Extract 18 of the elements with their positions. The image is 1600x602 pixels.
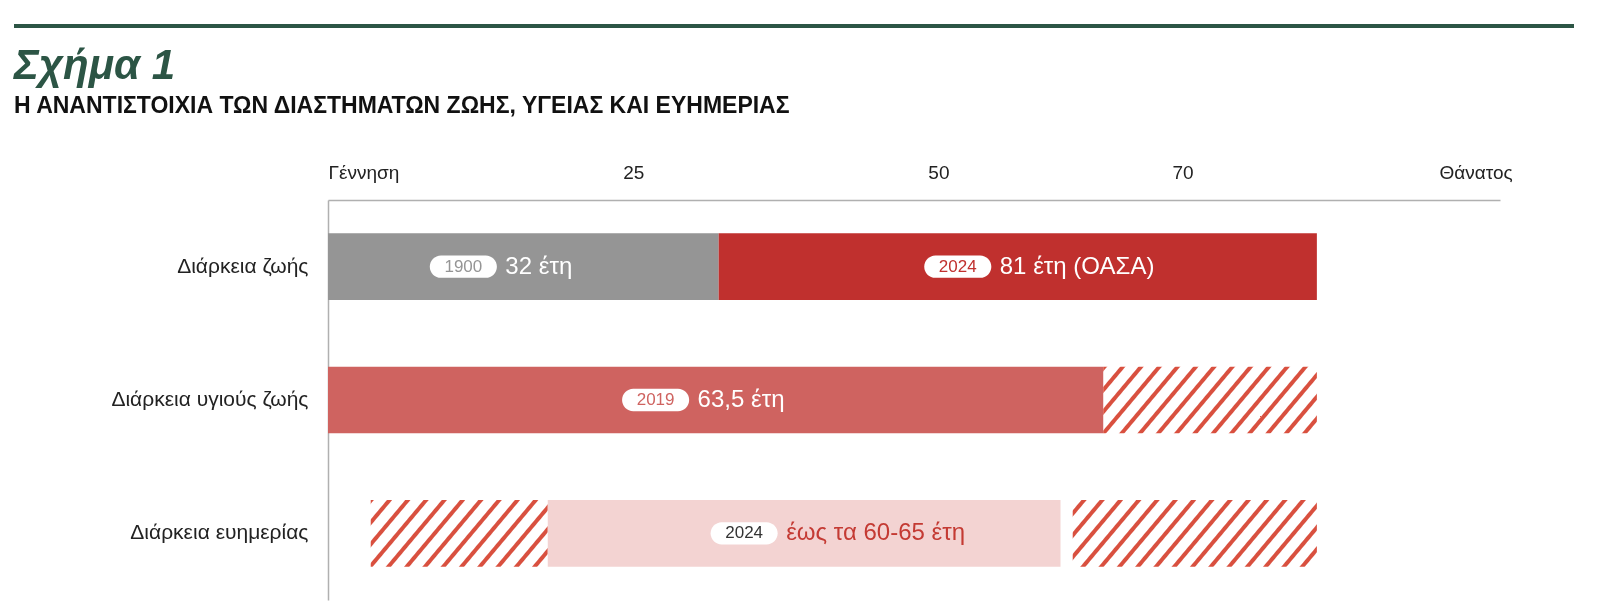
chart-subtitle: Η ΑΝΑΝΤΙΣΤΟΙΧΙΑ ΤΩΝ ΔΙΑΣΤΗΜΑΤΩΝ ΖΩΗΣ, ΥΓΕΙΑΣ ΚΑΙ ΕΥΗΜΕΡΙΑΣ — [14, 92, 791, 119]
x-tick-label: Θάνατος — [1439, 161, 1513, 183]
y-tick-label: Διάρκεια ευημερίας — [130, 520, 309, 544]
x-tick-label: 70 — [1172, 161, 1194, 183]
data-label: 63,5 έτη — [697, 385, 785, 412]
y-tick-label: Διάρκεια ζωής — [177, 253, 309, 277]
data-label: 81 έτη (ΟΑΣΑ) — [999, 251, 1155, 279]
chart-title: Σχήμα 1 — [14, 41, 177, 88]
x-tick-label: Γέννηση — [328, 161, 400, 183]
x-tick-label: 25 — [623, 161, 645, 183]
series-label: 1900 — [444, 256, 483, 276]
series-label: 2024 — [938, 256, 977, 276]
data-label: έως τα 60-65 έτη — [786, 518, 966, 546]
y-tick-label: Διάρκεια υγιούς ζωής — [111, 387, 309, 410]
series-label: 2019 — [636, 390, 675, 409]
data-label: 32 έτη — [505, 251, 573, 279]
series-label: 2024 — [725, 523, 764, 543]
x-tick-label: 50 — [928, 161, 950, 183]
